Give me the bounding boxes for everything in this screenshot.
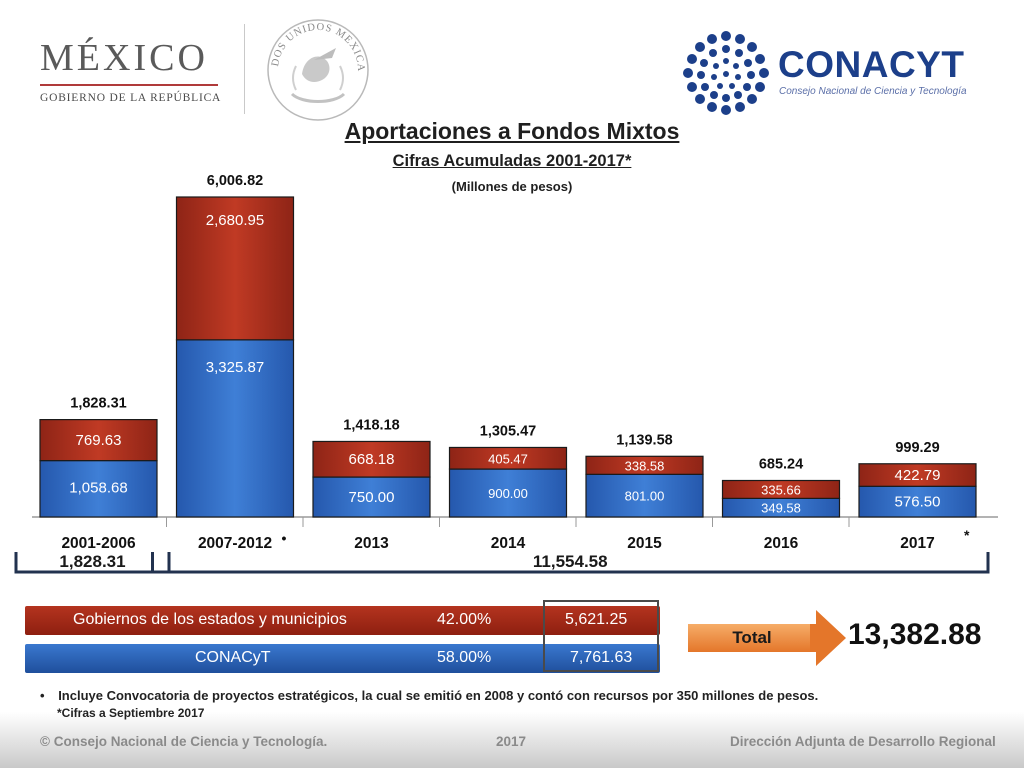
bar-total-label: 999.29 [895, 440, 939, 456]
bar-value-label: 668.18 [349, 451, 395, 468]
bar-estados [448, 446, 568, 470]
footnote-2: *Cifras a Septiembre 2017 [57, 706, 205, 720]
x-tick-label: 2016 [764, 535, 799, 552]
bar-estados [312, 440, 431, 478]
chart-title: Aportaciones a Fondos Mixtos [344, 118, 680, 144]
x-tick-label: 2001-2006 [61, 535, 136, 552]
bar-value-label: 3,325.87 [206, 359, 264, 376]
bar-conacyt [39, 460, 158, 518]
bar-value-label: 1,058.68 [69, 480, 127, 497]
bar-total-label: 1,828.31 [70, 396, 126, 412]
bar-value-label: 576.50 [895, 494, 941, 511]
bar-estados [175, 196, 295, 341]
footnote-1-text: Incluye Convocatoria de proyectos estrat… [58, 688, 819, 703]
bar-conacyt [175, 339, 295, 518]
bar-conacyt [312, 476, 431, 518]
x-tick-suffix: * [964, 527, 970, 543]
legend-estados-amount: 5,621.25 [565, 611, 628, 628]
bar-value-label: 2,680.95 [206, 212, 264, 229]
bar-value-label: 900.00 [488, 486, 528, 501]
group-total-label: 1,828.31 [59, 552, 126, 571]
bar-value-label: 801.00 [625, 489, 665, 504]
total-label: Total [688, 624, 816, 652]
bar-estados [39, 419, 158, 462]
bar-total-label: 1,139.58 [616, 432, 672, 448]
footer-bar [0, 712, 1024, 768]
mexico-logo-subtitle: GOBIERNO DE LA REPÚBLICA [40, 92, 222, 104]
conacyt-logo-subtitle: Consejo Nacional de Ciencia y Tecnología [779, 86, 967, 97]
footer-department: Dirección Adjunta de Desarrollo Regional [730, 734, 996, 749]
chart-units: (Millones de pesos) [451, 179, 573, 194]
bar-conacyt [448, 468, 568, 518]
bar-conacyt [585, 473, 704, 518]
footnote-bullet: • [40, 688, 45, 703]
bar-total-label: 685.24 [759, 456, 803, 472]
x-tick-label: 2015 [627, 535, 662, 552]
x-tick-label: 2013 [354, 535, 389, 552]
legend-estados: Gobiernos de los estados y municipios 42… [25, 606, 660, 635]
bar-total-label: 6,006.82 [207, 173, 263, 189]
conacyt-dots-logo-icon [683, 31, 769, 115]
national-seal-icon: ESTADOS UNIDOS MEXICANOS [262, 14, 369, 121]
chart-subtitle: Cifras Acumuladas 2001-2017* [392, 152, 632, 170]
bar-total-label: 1,418.18 [343, 417, 399, 433]
header-divider [244, 24, 245, 114]
group-bracket [14, 552, 171, 574]
footer-copyright: © Consejo Nacional de Ciencia y Tecnolog… [40, 734, 328, 749]
bar-value-label: 422.79 [895, 467, 941, 484]
group-bracket [151, 552, 990, 574]
legend-estados-label: Gobiernos de los estados y municipios [73, 611, 347, 628]
legend-conacyt-pct: 58.00% [437, 649, 492, 666]
bar-value-label: 405.47 [488, 451, 528, 466]
x-tick-label: 2017 [900, 535, 934, 552]
total-value: 13,382.88 [848, 618, 982, 651]
bar-total-label: 1,305.47 [480, 423, 536, 439]
bar-estados [858, 463, 977, 487]
legend-estados-pct: 42.00% [437, 611, 492, 628]
stacked-bar-chart: 1,058.68769.631,828.312001-20063,325.872… [14, 173, 998, 574]
conacyt-logo-wordmark: CONACYT [778, 44, 965, 85]
x-tick-label: 2014 [491, 535, 526, 552]
bar-estados [585, 455, 704, 475]
mexico-logo-title: MÉXICO [40, 37, 208, 79]
footnote-1: • Incluye Convocatoria de proyectos estr… [40, 688, 818, 703]
legend-conacyt-label: CONACyT [195, 649, 271, 666]
footer-year: 2017 [496, 734, 527, 749]
bar-value-label: 338.58 [625, 458, 665, 473]
arrow-right-icon [810, 610, 846, 666]
amount-highlight-box [543, 600, 659, 672]
bar-value-label: 750.00 [349, 489, 395, 506]
legend-conacyt-amount: 7,761.63 [570, 649, 633, 666]
bar-value-label: 335.66 [761, 482, 801, 497]
mexico-logo-rule [40, 84, 218, 86]
bar-value-label: 769.63 [76, 432, 122, 449]
bar-value-label: 349.58 [761, 501, 801, 516]
group-total-label: 11,554.58 [532, 552, 608, 571]
legend-conacyt: CONACyT 58.00% 7,761.63 [25, 644, 660, 673]
bar-estados [721, 479, 841, 499]
x-tick-suffix: • [282, 530, 287, 546]
x-tick-label: 2007-2012 [198, 535, 272, 552]
